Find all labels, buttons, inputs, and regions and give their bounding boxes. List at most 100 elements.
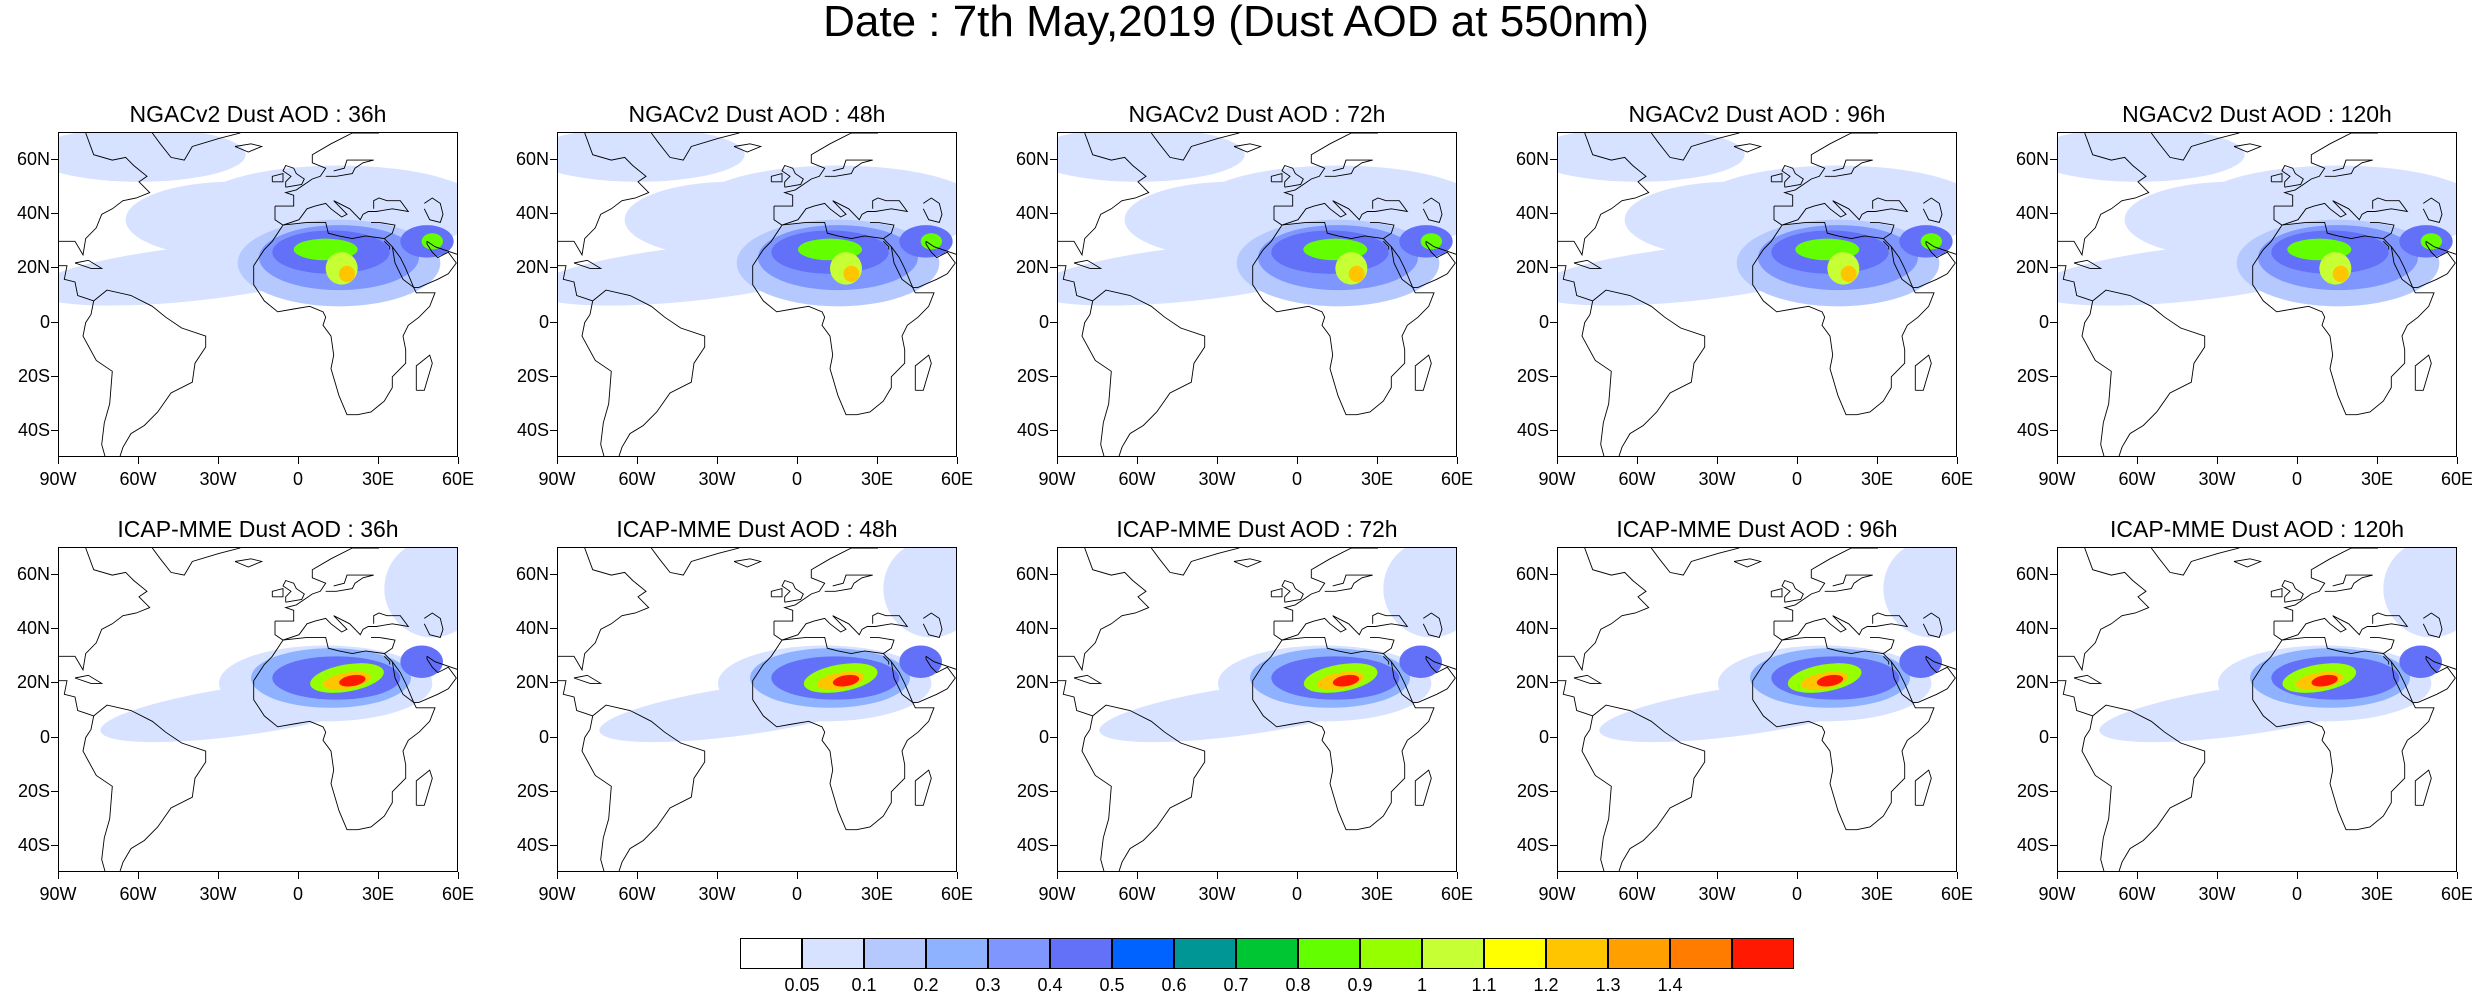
x-tick-label: 30W <box>2198 884 2236 904</box>
panel-title: ICAP-MME Dust AOD : 48h <box>616 516 898 542</box>
y-tick-mark <box>550 736 557 738</box>
y-tick-label: 0 <box>1038 311 1049 332</box>
y-tick-mark <box>2050 682 2057 684</box>
map-svg <box>558 548 956 871</box>
coast-north-america <box>1558 133 1650 257</box>
coast-madagascar <box>914 769 932 806</box>
x-tick-mark <box>1637 457 1638 464</box>
x-tick-mark <box>1297 457 1298 464</box>
coast-baltic <box>1324 574 1373 592</box>
coast-north-america <box>1058 133 1150 257</box>
coast-atlantic-europe <box>1274 133 1378 207</box>
y-tick-label: 40S <box>2016 419 2049 440</box>
y-tick-label: 20S <box>17 365 50 386</box>
y-tick-label: 40N <box>1515 618 1549 639</box>
dust-plume-11 <box>1920 233 1942 250</box>
y-tick-label: 40S <box>17 419 50 440</box>
y-tick-label: 40N <box>2015 203 2049 224</box>
x-tick-label: 30W <box>1198 469 1236 489</box>
coast-caspian <box>1922 197 1943 223</box>
map-panel-ngac-120h: NGACv2 Dust AOD : 120h 60N 40N 20N 0 20S 40S 90… <box>2016 102 2472 488</box>
x-tick-mark <box>1377 872 1378 879</box>
coast-north-america <box>2058 133 2150 257</box>
dust-plume-11 <box>2420 233 2442 250</box>
map-panel-icap-48h: ICAP-MME Dust AOD : 48h 60N 40N 20N 0 20S 40S 9… <box>516 517 973 903</box>
y-tick-label: 0 <box>538 726 549 747</box>
x-tick-mark <box>797 457 798 464</box>
x-tick-label: 90W <box>1538 884 1576 904</box>
y-tick-mark <box>1550 159 1557 161</box>
y-tick-label: 20S <box>2016 780 2049 801</box>
x-tick-label: 30E <box>361 884 395 904</box>
dust-plume-9 <box>2332 265 2349 282</box>
y-tick-mark <box>2050 628 2057 630</box>
dust-plume-8 <box>2399 645 2442 678</box>
x-tick-label: 30E <box>361 469 395 489</box>
coast-cuba <box>2073 674 2103 684</box>
x-tick-label: 60W <box>1118 884 1156 904</box>
map-area <box>1557 132 1957 457</box>
y-tick-mark <box>550 321 557 323</box>
coast-iceland <box>2233 143 2263 153</box>
x-tick-mark <box>218 872 219 879</box>
map-svg <box>2058 133 2456 456</box>
x-tick-mark <box>1637 872 1638 879</box>
dust-plume-2 <box>384 548 457 638</box>
y-tick-mark <box>550 682 557 684</box>
coast-europe <box>1273 197 1409 226</box>
coast-south-america <box>1081 704 1206 871</box>
y-tick-label: 0 <box>1538 311 1549 332</box>
y-tick-label: 60N <box>1015 149 1049 170</box>
coast-madagascar <box>415 769 433 806</box>
y-tick-mark <box>51 574 58 576</box>
coast-north-america <box>59 548 151 672</box>
coast-cuba <box>74 674 104 684</box>
coast-gulf-central-america <box>2058 265 2093 302</box>
x-tick-label: 30W <box>698 884 736 904</box>
map-svg <box>558 133 956 456</box>
y-tick-label: 20N <box>2015 672 2049 693</box>
dust-plume-9 <box>843 265 860 282</box>
coast-arabia <box>391 656 457 703</box>
coast-persian-gulf <box>1425 655 1456 670</box>
colorbar-label: 1.1 <box>1471 975 1497 995</box>
x-tick-mark <box>557 457 558 464</box>
x-tick-label: 30W <box>1198 884 1236 904</box>
colorbar-swatch <box>1236 938 1298 969</box>
coast-arabia <box>2390 241 2456 288</box>
x-tick-label: 60W <box>1618 884 1656 904</box>
coast-gulf-central-america <box>59 265 94 302</box>
x-tick-mark <box>1717 457 1718 464</box>
x-tick-label: 60E <box>1440 884 1474 904</box>
y-tick-label: 20N <box>16 257 50 278</box>
colorbar-label: 0.5 <box>1099 975 1125 995</box>
coast-atlantic-europe <box>774 133 878 207</box>
y-tick-mark <box>2050 790 2057 792</box>
x-tick-mark <box>2137 457 2138 464</box>
coast-ireland <box>770 588 783 598</box>
dust-plume-7 <box>832 674 860 687</box>
y-tick-mark <box>2050 375 2057 377</box>
coast-cuba <box>1573 674 1603 684</box>
coast-middle-east <box>2370 221 2395 239</box>
y-tick-label: 0 <box>1538 726 1549 747</box>
coast-madagascar <box>914 354 932 391</box>
coast-north-america <box>2058 548 2150 672</box>
map-panel-icap-96h: ICAP-MME Dust AOD : 96h 60N 40N 20N 0 20S 40S 9… <box>1516 517 1973 903</box>
x-tick-label: 30W <box>2198 469 2236 489</box>
coast-baltic <box>2324 159 2373 177</box>
coast-arabia <box>1890 241 1956 288</box>
coast-middle-east <box>1870 221 1895 239</box>
map-svg <box>1058 133 1456 456</box>
coast-south-america <box>581 289 706 456</box>
dust-plume-11 <box>421 233 444 250</box>
dust-plume-9 <box>1348 265 1365 282</box>
coast-caspian <box>1422 197 1443 223</box>
coast-red-sea <box>1882 240 1890 250</box>
x-tick-label: 60W <box>2118 469 2156 489</box>
x-tick-mark <box>1877 872 1878 879</box>
coast-baltic <box>1824 159 1873 177</box>
coast-greenland <box>151 133 241 161</box>
y-tick-mark <box>1550 375 1557 377</box>
y-tick-mark <box>51 790 58 792</box>
